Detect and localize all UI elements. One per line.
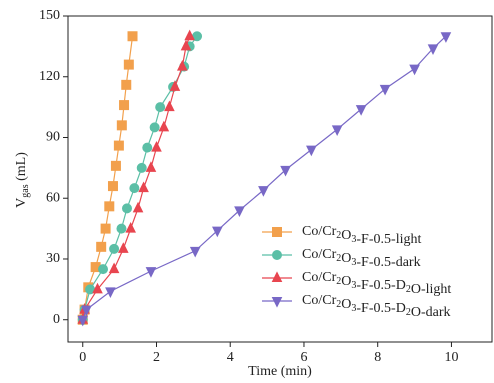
marker: [123, 59, 134, 70]
y-tick-label: 60: [46, 190, 60, 205]
marker: [155, 102, 166, 113]
marker: [108, 262, 120, 274]
marker: [116, 120, 127, 131]
legend-label: Co/Cr2O3-F-0.5-D2O-dark: [302, 293, 451, 320]
marker: [176, 60, 188, 71]
marker: [379, 84, 391, 96]
legend-label: Co/Cr2O3-F-0.5-D2O-light: [302, 270, 451, 297]
x-tick-label: 0: [79, 350, 86, 365]
marker: [104, 201, 115, 212]
x-tick-label: 6: [300, 350, 307, 365]
marker: [272, 227, 282, 237]
y-tick-label: 0: [53, 312, 60, 327]
marker: [142, 142, 153, 153]
marker: [427, 44, 439, 56]
marker: [306, 145, 317, 157]
marker: [109, 243, 120, 254]
series-line: [82, 35, 447, 320]
marker: [129, 183, 140, 194]
y-tick-label: 30: [46, 251, 60, 266]
marker: [136, 162, 147, 173]
marker: [331, 125, 343, 137]
marker: [271, 297, 283, 308]
marker: [132, 201, 144, 213]
y-axis-label: Vgas (mL): [14, 152, 31, 208]
series-line: [82, 36, 191, 320]
marker: [127, 31, 138, 42]
x-tick-label: 10: [444, 350, 458, 365]
marker: [409, 64, 420, 76]
marker: [113, 140, 124, 151]
y-tick-label: 120: [39, 69, 60, 84]
marker: [440, 32, 452, 43]
marker: [116, 223, 127, 234]
y-tick-label: 150: [39, 8, 60, 23]
marker: [355, 105, 367, 116]
marker: [149, 122, 160, 133]
marker: [110, 160, 121, 171]
marker: [212, 226, 223, 238]
marker: [98, 264, 109, 275]
marker: [138, 181, 149, 193]
marker: [145, 161, 157, 172]
marker: [184, 29, 195, 41]
marker: [107, 181, 118, 192]
marker: [158, 120, 170, 132]
x-tick-label: 4: [227, 350, 234, 365]
marker: [119, 100, 130, 111]
legend-label: Co/Cr2O3-F-0.5-dark: [302, 247, 421, 270]
marker: [271, 271, 283, 282]
plot-frame: [67, 15, 493, 343]
marker: [280, 165, 291, 177]
marker: [189, 246, 201, 258]
marker: [169, 80, 181, 91]
marker: [100, 223, 111, 234]
marker: [145, 267, 157, 278]
marker: [121, 203, 132, 214]
x-tick-label: 8: [374, 350, 381, 365]
marker: [96, 241, 107, 252]
marker: [81, 305, 92, 317]
marker: [92, 282, 103, 294]
marker: [151, 140, 162, 152]
marker: [180, 39, 192, 51]
marker: [272, 250, 282, 260]
marker: [105, 287, 116, 298]
legend-label: Co/Cr2O3-F-0.5-light: [302, 224, 421, 247]
marker: [164, 100, 175, 112]
x-tick-label: 2: [153, 350, 160, 365]
y-tick-label: 90: [46, 130, 60, 145]
marker: [77, 315, 89, 327]
marker: [234, 206, 245, 218]
x-axis-label: Time (min): [248, 364, 312, 379]
marker: [125, 221, 136, 233]
marker: [121, 79, 132, 90]
marker: [117, 242, 129, 253]
marker: [258, 186, 269, 197]
